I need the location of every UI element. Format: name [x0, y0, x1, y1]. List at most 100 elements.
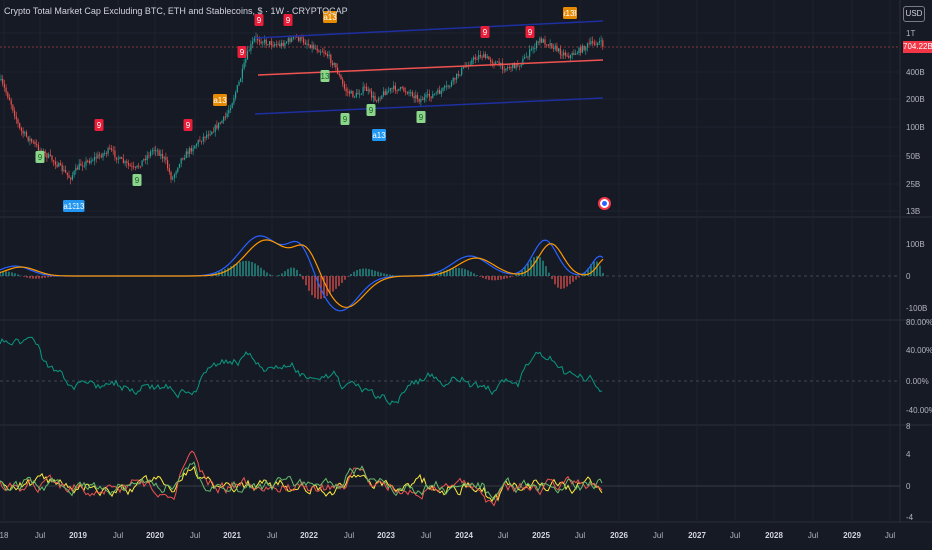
- candle-body: [410, 92, 412, 93]
- candle-body: [87, 160, 89, 162]
- candle-body: [393, 85, 395, 89]
- candle-body: [131, 166, 133, 167]
- macd-pane[interactable]: [0, 235, 900, 312]
- candle-body: [90, 160, 92, 163]
- candle-body: [498, 61, 500, 66]
- candle-body: [270, 41, 272, 46]
- candle-body: [503, 69, 505, 71]
- candle-body: [260, 41, 262, 44]
- candle-body: [534, 48, 536, 49]
- candle-body: [110, 148, 113, 150]
- candle-body: [58, 163, 60, 167]
- candle-body: [355, 92, 357, 97]
- candle-body: [105, 152, 107, 154]
- candle-body: [388, 90, 390, 92]
- roc-tick-label: -40.00%: [906, 406, 932, 415]
- candle-body: [513, 63, 515, 69]
- candle-body: [510, 67, 512, 69]
- candle-body: [326, 54, 328, 57]
- candle-body: [558, 48, 560, 51]
- chart-title: Crypto Total Market Cap Excluding BTC, E…: [4, 6, 348, 16]
- candle-body: [119, 157, 121, 159]
- candle-body: [51, 155, 53, 161]
- candle-body: [134, 166, 136, 168]
- candle-body: [267, 44, 269, 45]
- candle-body: [367, 89, 369, 92]
- candle-body: [413, 96, 415, 99]
- candle-body: [340, 75, 342, 80]
- candle-body: [7, 92, 9, 98]
- candle-body: [262, 42, 264, 44]
- candle-body: [27, 136, 29, 141]
- candle-body: [369, 89, 371, 92]
- candle-body: [245, 59, 247, 63]
- candle-body: [362, 86, 364, 94]
- candle-body: [484, 53, 487, 58]
- candle-body: [389, 88, 391, 91]
- candle-body: [54, 161, 56, 165]
- candle-body: [36, 143, 38, 146]
- candle-body: [376, 100, 378, 102]
- candle-body: [240, 78, 242, 82]
- channel-upper-line: [254, 20, 604, 39]
- candle-body: [593, 42, 595, 45]
- candle-body: [63, 169, 65, 172]
- candle-body: [377, 98, 379, 101]
- candle-body: [544, 39, 546, 45]
- candle-body: [473, 57, 475, 60]
- candle-body: [580, 47, 582, 53]
- candle-body: [532, 48, 534, 50]
- candle-body: [348, 91, 351, 94]
- candle-body: [150, 151, 152, 156]
- candle-body: [304, 42, 306, 45]
- candle-body: [525, 56, 527, 58]
- candle-body: [569, 54, 572, 58]
- candle-body: [280, 42, 283, 47]
- candle-body: [595, 44, 597, 46]
- price-tick-label: 13B: [906, 207, 920, 216]
- candle-body: [95, 157, 97, 159]
- candle-body: [350, 91, 352, 94]
- candle-body: [170, 171, 172, 180]
- candle-body: [124, 161, 126, 163]
- signal-marker: 13: [320, 70, 330, 82]
- candle-body: [178, 163, 181, 168]
- candle-body: [343, 83, 345, 89]
- candle-body: [138, 165, 140, 167]
- candle-body: [141, 160, 143, 167]
- marker-badge: [340, 113, 350, 125]
- candle-body: [70, 177, 72, 180]
- oscillator-pane[interactable]: [0, 450, 900, 507]
- candle-body: [581, 45, 583, 53]
- candle-body: [600, 40, 602, 42]
- candle-body: [420, 99, 422, 102]
- roc-tick-label: 80.00%: [906, 318, 932, 327]
- roc-pane[interactable]: [0, 336, 900, 406]
- candle-body: [311, 45, 313, 49]
- candle-body: [211, 131, 213, 135]
- event-flag-icon[interactable]: [598, 197, 611, 210]
- candle-body: [539, 38, 541, 43]
- price-tick-label: 100B: [906, 123, 925, 132]
- signal-markers: 99999a13a1399a131399139999a1313a13: [35, 7, 577, 212]
- candle-body: [49, 154, 51, 156]
- marker-badge: [480, 26, 490, 38]
- marker-badge: [35, 151, 45, 163]
- signal-marker: 9: [237, 46, 247, 58]
- price-pane[interactable]: [0, 20, 900, 185]
- candle-body: [602, 40, 604, 47]
- marker-label: a13: [213, 96, 227, 105]
- currency-button[interactable]: USD: [903, 6, 925, 22]
- candle-body: [99, 154, 101, 156]
- candle-body: [449, 86, 451, 88]
- candle-body: [588, 43, 590, 45]
- time-tick-label: 2019: [69, 531, 87, 540]
- marker-badge: [323, 11, 337, 23]
- candle-body: [321, 51, 323, 53]
- candle-body: [80, 163, 82, 166]
- candle-body: [44, 151, 46, 154]
- candle-body: [2, 79, 4, 84]
- candle-body: [320, 51, 322, 53]
- candle-body: [559, 48, 561, 55]
